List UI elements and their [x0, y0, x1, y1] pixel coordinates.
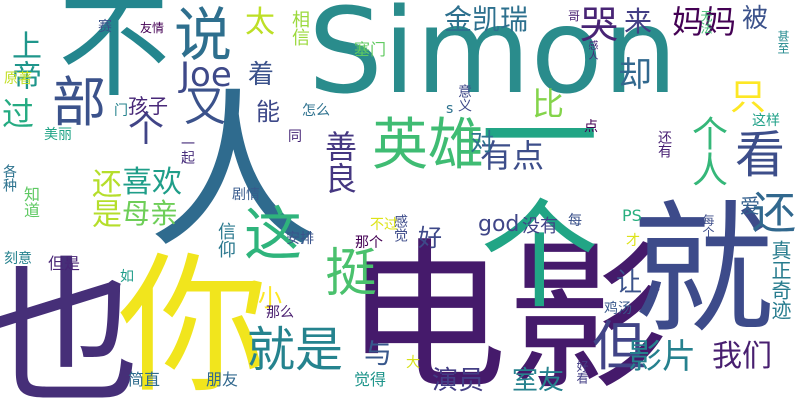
word-que: 却: [618, 55, 652, 95]
word-juqing: 剧情: [232, 187, 260, 203]
word-women: 我们: [712, 339, 772, 374]
word-yu: 与: [364, 337, 393, 370]
word-muqin: 母亲: [122, 197, 179, 230]
word-yiqi: 一起: [179, 136, 195, 164]
word-ganjue: 感觉: [392, 214, 408, 242]
word-youdian: 有点: [480, 137, 545, 175]
word-da: 大: [406, 355, 420, 371]
word-jitang: 鸡汤: [604, 301, 632, 317]
word-tai: 太: [245, 5, 275, 40]
word-sai: 赛: [98, 19, 112, 35]
word-youqing: 友情: [140, 21, 165, 35]
word-yanyuan: 演员: [432, 366, 485, 396]
word-ganren: 感人: [586, 40, 597, 60]
word-xiao: 小: [258, 284, 282, 312]
word-guo: 过: [2, 95, 35, 133]
word-ye: 也: [0, 242, 140, 400]
word-zhidao: 知道: [21, 186, 40, 218]
word-yingxiong: 英雄: [372, 113, 484, 178]
word-dui: 对: [470, 128, 494, 156]
word-yiyi: 意义: [456, 84, 472, 112]
word-ai: 爱: [740, 194, 760, 218]
word-tong: 同: [288, 129, 302, 145]
word-shiyou: 室友: [512, 366, 565, 396]
word-jiushi: 就是: [247, 322, 344, 378]
word-zheyang: 这样: [752, 113, 780, 129]
word-bu2: 部: [52, 71, 106, 134]
word-ps: PS: [622, 206, 642, 225]
word-s: s: [446, 101, 454, 117]
word-danshi: 但是: [48, 254, 81, 273]
word-ge: 个: [128, 109, 165, 150]
word-kan: 看: [735, 126, 785, 184]
word-bu: 不: [58, 0, 170, 113]
word-name: 那么: [266, 305, 294, 321]
word-zenme: 怎么: [302, 103, 330, 119]
word-keyi: 刻意: [4, 251, 32, 267]
word-yige: 一个: [460, 75, 598, 311]
word-ting: 挺: [325, 244, 378, 304]
word-simon: Simon: [308, 0, 678, 120]
word-rang: 让: [616, 268, 643, 298]
word-zhi: 只: [730, 77, 767, 118]
word-wufa: 无法: [699, 10, 713, 34]
word-god: god: [478, 212, 520, 237]
word-men: 门: [114, 103, 128, 119]
word-shenzhi: 甚至: [776, 30, 790, 54]
word-ni: 你: [118, 240, 269, 400]
word-ku: 哭: [580, 3, 619, 47]
word-ren: 人: [148, 74, 319, 272]
word-anpai: 安排: [286, 231, 314, 247]
word-hai: 还: [752, 188, 796, 239]
word-pengyou: 朋友: [206, 370, 239, 389]
word-zhenzhengqiji: 真正奇迹: [768, 240, 792, 320]
word-geren: 个人: [686, 115, 727, 187]
word-shangdi: 上帝: [6, 30, 41, 90]
word-xihuan: 喜欢: [122, 165, 182, 200]
word-jianzhi: 简直: [128, 370, 161, 389]
word-saimen: 塞门: [354, 40, 387, 59]
word-dan: 但: [592, 315, 646, 378]
word-haizi: 孩子: [128, 94, 168, 118]
word-you: 又: [184, 82, 227, 131]
word-haishi: 还是: [86, 168, 121, 228]
word-yingpian: 影片: [628, 337, 696, 377]
word-nage: 那个: [355, 235, 383, 251]
word-yuanzhu: 原著: [4, 71, 32, 87]
word-neng: 能: [256, 98, 280, 126]
word-mei: 每: [568, 213, 582, 229]
word-haokan: 好看: [575, 360, 589, 384]
word-meili: 美丽: [44, 127, 72, 143]
word-ge2: 哥: [568, 9, 581, 23]
word-meiyou: 没有: [522, 216, 558, 237]
word-jinkairui: 金凯瑞: [444, 3, 529, 36]
word-bi: 比: [532, 85, 565, 123]
word-shuo: 说: [174, 1, 233, 69]
word-jiu: 就: [632, 188, 774, 353]
word-mama: 妈妈: [672, 3, 737, 41]
word-xinyang: 信仰: [215, 222, 236, 258]
word-bei: 被: [742, 4, 769, 34]
word-meige: 每个: [701, 214, 715, 238]
word-buguo: 不过: [370, 217, 398, 233]
word-haiyou: 还有: [656, 130, 672, 158]
word-joe: Joe: [180, 55, 232, 95]
word-cai: 才: [626, 233, 640, 249]
word-zhe2: 着: [248, 60, 275, 90]
word-dianying: 电影: [345, 225, 669, 400]
word-xiangxin: 相信: [289, 10, 310, 46]
word-lai: 来: [624, 5, 653, 38]
word-juede: 觉得: [354, 370, 387, 389]
word-zhe: 这: [244, 200, 303, 268]
word-dian: 点: [584, 119, 598, 135]
word-gezhong: 各种: [1, 164, 17, 192]
word-hao: 好: [418, 224, 442, 252]
word-shanliang: 善良: [320, 130, 358, 194]
word-ru: 如: [120, 269, 134, 285]
